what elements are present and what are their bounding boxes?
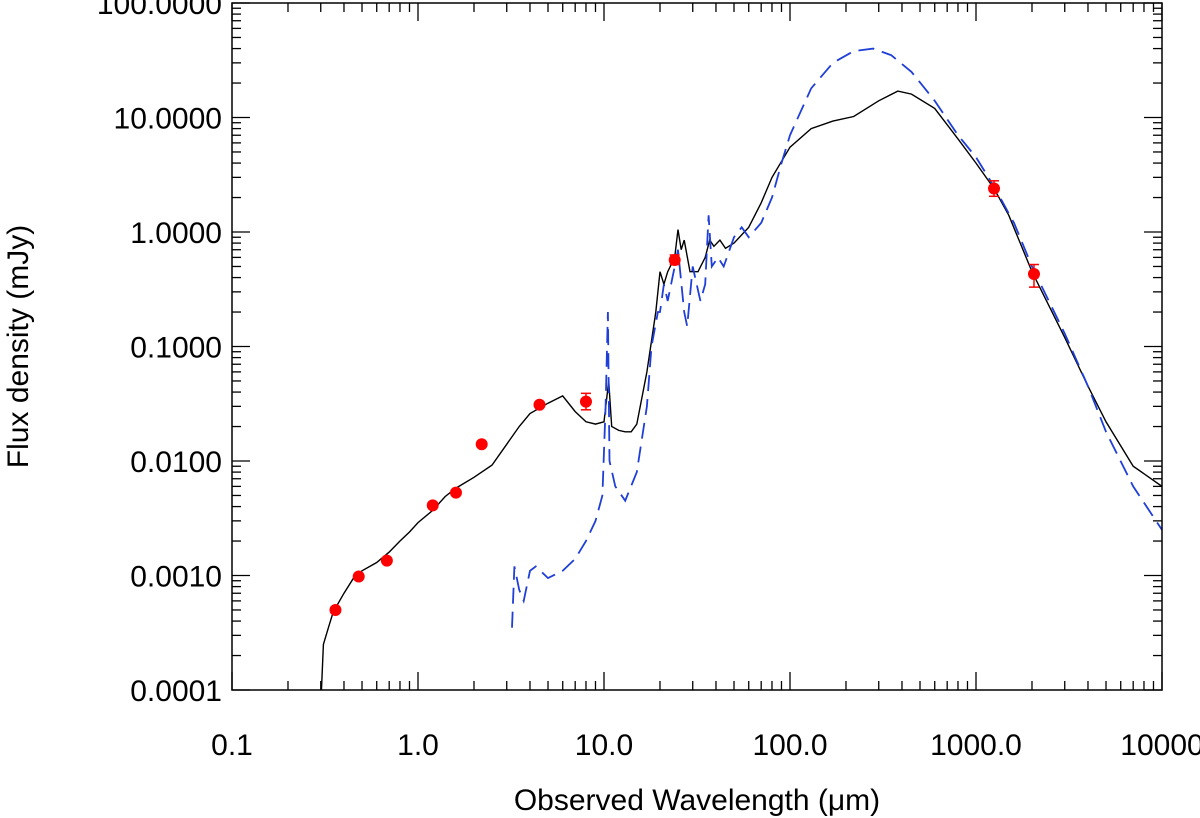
data-point — [380, 554, 393, 567]
model-line-dashed — [511, 47, 1162, 628]
x-tick-label: 0.1 — [211, 729, 253, 762]
data-point — [533, 398, 546, 411]
y-axis-title: Flux density (mJy) — [2, 225, 35, 468]
x-tick-label: 100.0 — [752, 729, 827, 762]
x-axis-title: Observed Wavelength (μm) — [514, 784, 880, 817]
x-tick-label: 1.0 — [397, 729, 439, 762]
data-point — [426, 499, 439, 512]
data-point — [449, 486, 462, 499]
data-point — [668, 253, 681, 266]
y-tick-label: 10.0000 — [114, 103, 222, 136]
x-tick-label: 10.0 — [575, 729, 633, 762]
axis-ticks — [231, 2, 1163, 691]
x-tick-label: 1000.0 — [930, 729, 1022, 762]
y-tick-label: 0.1000 — [130, 332, 222, 365]
x-tick-label: 10000 — [1120, 729, 1200, 762]
y-tick-label: 0.0010 — [130, 561, 222, 594]
data-point — [988, 182, 1001, 195]
data-point — [329, 603, 342, 616]
plot-content — [320, 47, 1162, 690]
data-point — [352, 570, 365, 583]
data-point — [1027, 267, 1040, 280]
y-tick-label: 0.0001 — [130, 675, 222, 708]
data-point — [579, 395, 592, 408]
data-point — [475, 438, 488, 451]
model-line-solid — [320, 90, 1162, 690]
y-tick-label: 100.0000 — [97, 0, 222, 21]
y-tick-label: 0.0100 — [130, 446, 222, 479]
y-tick-label: 1.0000 — [130, 217, 222, 250]
tick-labels: 0.1 1.0 10.0 100.0 1000.0 10000 0.0001 0.0010 0.… — [97, 0, 1200, 762]
plot-frame — [231, 2, 1163, 691]
